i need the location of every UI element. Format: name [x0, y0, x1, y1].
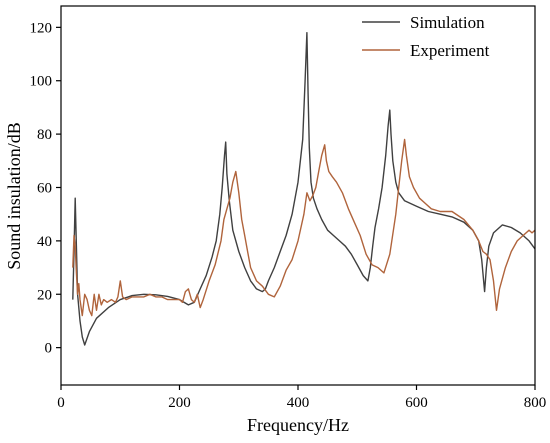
series-layer: [72, 32, 536, 346]
y-axis-label: Sound insulation/dB: [4, 122, 24, 270]
y-tick-label: 60: [37, 180, 52, 196]
x-axis-label: Frequency/Hz: [247, 415, 349, 435]
y-tick-label: 80: [37, 127, 52, 143]
y-tick-label: 20: [37, 287, 52, 303]
plot-frame: [60, 5, 536, 386]
x-tick-label: 400: [287, 395, 310, 411]
x-tick-label: 0: [57, 395, 65, 411]
y-tick-label: 100: [30, 74, 53, 90]
legend-label-simulation: Simulation: [410, 13, 485, 32]
legend-label-experiment: Experiment: [410, 41, 490, 60]
x-tick-label: 200: [168, 395, 191, 411]
y-tick-label: 120: [30, 20, 53, 36]
y-tick-label: 40: [37, 234, 52, 250]
x-tick-label: 800: [524, 395, 547, 411]
x-tick-label: 600: [405, 395, 428, 411]
y-tick-label: 0: [45, 341, 53, 357]
ticks-layer: 0 200 400 600 800 0 20 40 60 80 100 120: [30, 20, 547, 411]
legend: Simulation Experiment: [362, 13, 490, 60]
series-line-simulation: [72, 32, 536, 346]
series-line-experiment: [72, 138, 536, 317]
